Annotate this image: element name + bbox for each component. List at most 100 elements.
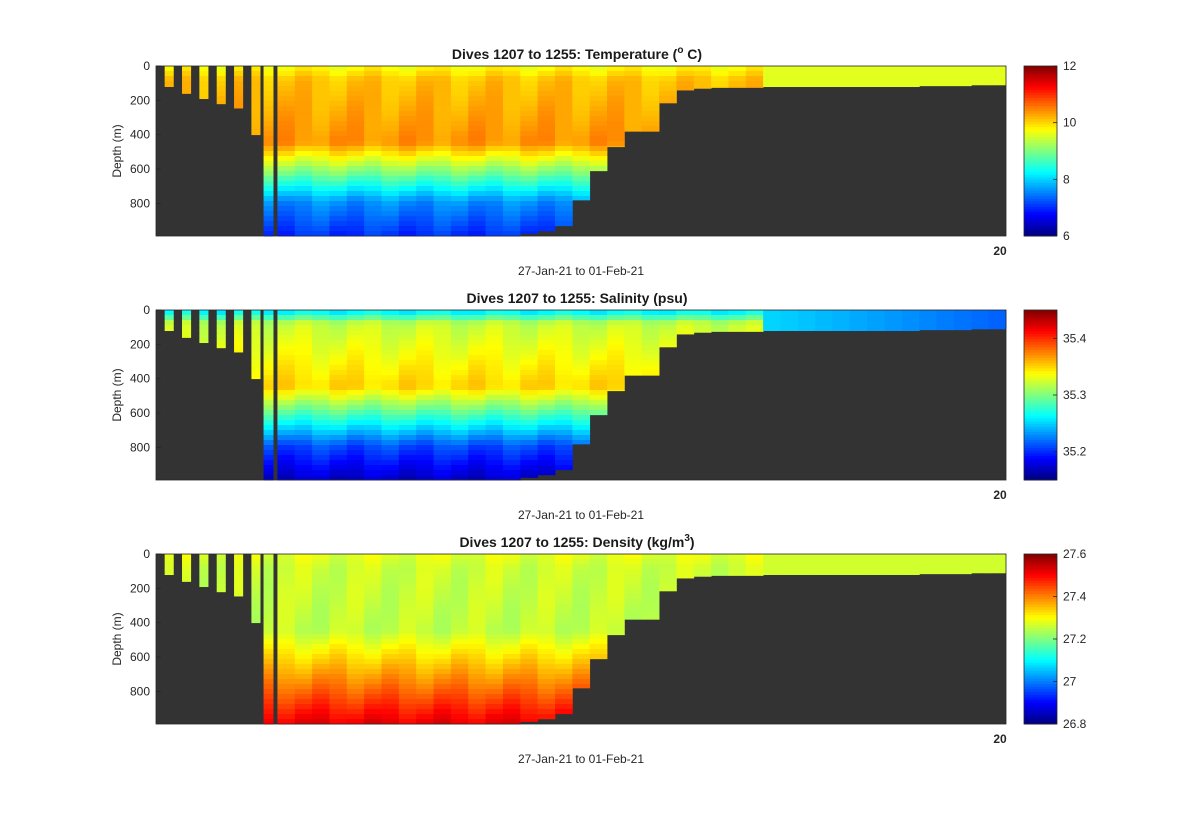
cell (485, 584, 504, 590)
cell (433, 644, 452, 650)
cell (485, 405, 504, 411)
colorbar-step (1024, 201, 1057, 205)
cell (277, 559, 296, 565)
cell (416, 420, 434, 426)
colorbar-step (1024, 230, 1057, 234)
dive-column-1235 (641, 554, 660, 620)
cell (919, 315, 938, 321)
cell (537, 619, 556, 625)
dive-column-1241 (745, 554, 764, 576)
cell (485, 151, 504, 157)
cell (468, 380, 486, 386)
cell (381, 166, 400, 172)
cell (364, 405, 382, 411)
cell (537, 201, 556, 207)
cell (450, 211, 469, 217)
cell (520, 465, 539, 471)
dive-column-1235 (641, 66, 660, 132)
cell (502, 699, 521, 705)
cell (693, 559, 712, 565)
cell (485, 350, 504, 356)
cell (329, 709, 348, 715)
cell (312, 430, 330, 436)
cell (502, 166, 521, 172)
cell (251, 599, 261, 605)
cell (433, 216, 452, 222)
cell (294, 475, 313, 481)
cell (607, 86, 625, 92)
cell (294, 196, 313, 202)
dive-column-1218 (346, 310, 365, 481)
cell (485, 425, 504, 431)
cell (329, 231, 348, 237)
cell (294, 579, 313, 585)
cell (502, 131, 521, 137)
cell (572, 589, 591, 595)
cell (554, 410, 573, 416)
cell (901, 66, 920, 72)
colorbar-step (1024, 426, 1057, 431)
cell (329, 380, 348, 386)
cell (294, 415, 313, 421)
colorbar-step (1024, 222, 1057, 226)
cell (659, 325, 677, 331)
cell (329, 654, 348, 660)
cell (901, 554, 920, 560)
cell (468, 719, 486, 725)
cell (624, 365, 643, 371)
cell (572, 375, 591, 381)
cell (277, 634, 296, 640)
cell (711, 66, 729, 72)
cell (312, 639, 330, 645)
cell (164, 330, 174, 332)
cell (745, 559, 764, 565)
cell (607, 589, 625, 595)
cell (364, 86, 382, 92)
cell (763, 564, 781, 570)
cell (312, 315, 330, 321)
cell (780, 71, 799, 77)
cell (346, 405, 365, 411)
cell (364, 719, 382, 725)
cell (624, 320, 643, 326)
cell (537, 694, 556, 700)
colorbar-step (1024, 440, 1057, 444)
cell (554, 564, 573, 570)
cell (263, 196, 274, 202)
cell (398, 231, 417, 237)
cell (815, 330, 833, 332)
cell (416, 569, 434, 575)
cell (164, 71, 174, 77)
cell (251, 554, 261, 560)
colorbar-step (1024, 148, 1057, 152)
cell (416, 66, 434, 72)
y-tick-label: 400 (130, 372, 150, 386)
dive-column-1247 (849, 310, 868, 332)
cell (381, 101, 400, 107)
cell (554, 584, 573, 590)
colorbar-step (1024, 692, 1057, 696)
cell (554, 146, 573, 152)
cell (537, 669, 556, 675)
cell (416, 221, 434, 227)
cell (520, 435, 539, 441)
dive-column-1245 (815, 66, 833, 88)
cell (346, 609, 365, 615)
dive-column-1224 (450, 310, 469, 481)
cell (364, 579, 382, 585)
dive-column-1253 (953, 554, 972, 575)
cell (797, 330, 816, 332)
cell (346, 395, 365, 401)
cell (502, 609, 521, 615)
cell (520, 330, 539, 336)
cell (329, 460, 348, 466)
cell (468, 694, 486, 700)
cell (537, 126, 556, 132)
cell (346, 390, 365, 396)
cell (711, 320, 729, 326)
cell (485, 86, 504, 92)
cell (450, 684, 469, 690)
cell (849, 564, 868, 570)
cell (468, 216, 486, 222)
